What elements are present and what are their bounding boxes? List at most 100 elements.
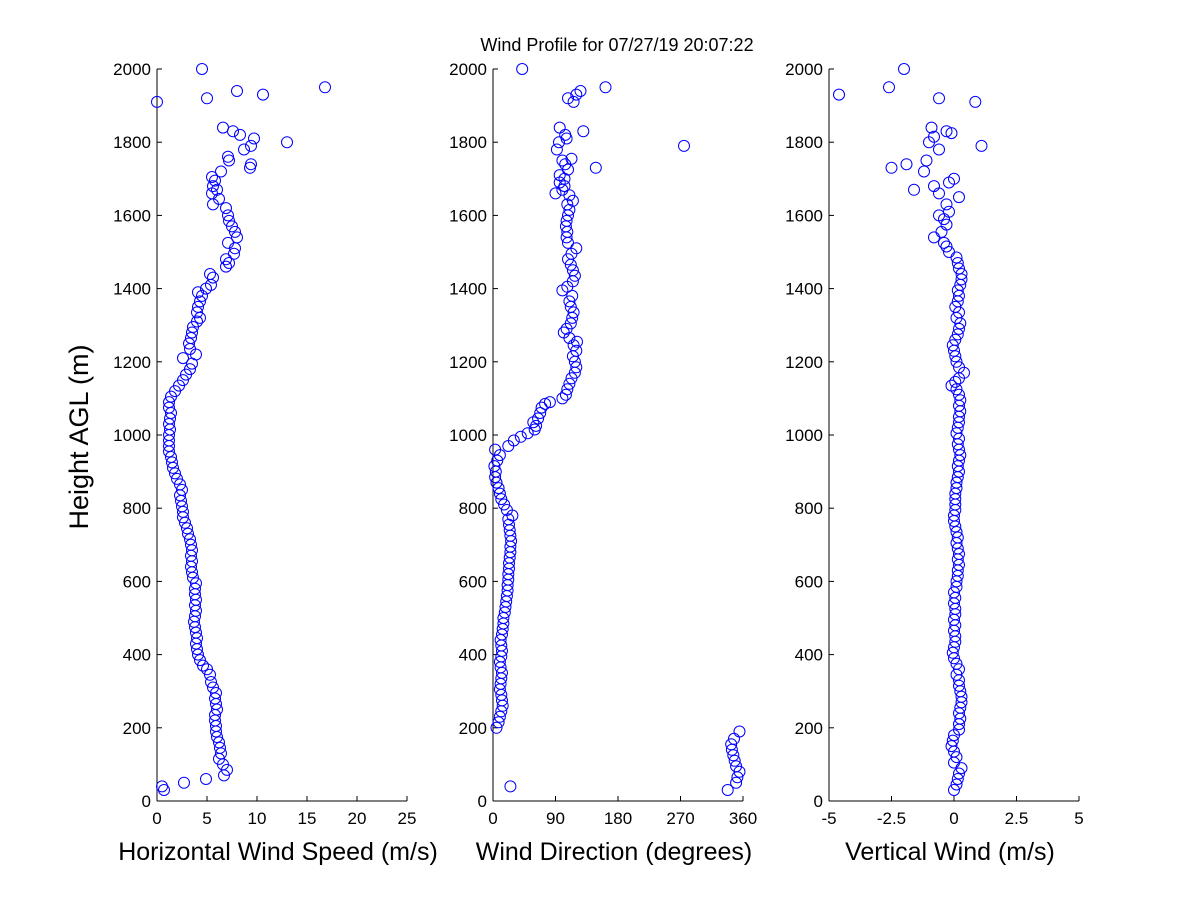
data-point <box>678 139 690 152</box>
data-point <box>950 751 963 764</box>
x-tick-label: 180 <box>604 809 632 828</box>
data-point <box>945 740 958 753</box>
data-point <box>183 337 195 350</box>
data-point <box>946 339 959 352</box>
x-tick-label: 5 <box>1074 809 1083 828</box>
data-point <box>953 663 965 676</box>
data-point <box>222 236 234 249</box>
data-point <box>245 139 257 152</box>
data-point <box>502 513 515 526</box>
data-point <box>220 202 232 215</box>
data-point <box>562 92 574 105</box>
data-point <box>490 721 503 734</box>
data-point <box>215 165 227 178</box>
data-point <box>589 161 602 174</box>
x-tick-label: 0 <box>949 809 958 828</box>
data-point <box>570 361 583 374</box>
y-tick-label: 1200 <box>113 353 151 372</box>
y-tick-label: 2000 <box>113 60 151 79</box>
data-point <box>158 784 170 796</box>
y-tick-label: 800 <box>123 499 151 518</box>
data-point <box>534 407 547 419</box>
data-point <box>953 262 965 275</box>
data-point <box>220 253 232 266</box>
data-point <box>231 85 243 97</box>
data-point <box>178 776 190 789</box>
data-point <box>504 780 517 793</box>
data-point <box>539 397 552 410</box>
y-tick-label: 1800 <box>113 133 151 152</box>
data-point <box>190 577 202 590</box>
data-point <box>950 778 963 791</box>
data-point <box>556 154 569 167</box>
data-point <box>200 773 212 785</box>
data-point <box>975 139 988 152</box>
data-point <box>945 379 958 392</box>
data-point <box>951 257 964 269</box>
y-tick-label: 1000 <box>785 426 823 445</box>
data-point <box>969 95 982 108</box>
data-point <box>201 663 213 676</box>
data-point <box>949 333 962 346</box>
y-tick-label: 2000 <box>449 60 487 79</box>
data-point <box>567 339 580 352</box>
data-point <box>319 81 331 94</box>
data-point <box>567 306 580 319</box>
data-point <box>201 92 213 105</box>
data-point <box>228 247 240 260</box>
data-point <box>940 240 953 253</box>
y-tick-label: 400 <box>795 646 823 665</box>
y-tick-label: 1600 <box>113 206 151 225</box>
data-point <box>908 183 920 196</box>
data-point <box>556 284 569 297</box>
data-point <box>181 522 193 535</box>
data-point <box>556 392 569 405</box>
data-point <box>599 81 612 94</box>
data-point <box>566 264 579 277</box>
data-point <box>206 171 218 183</box>
x-tick-label: 0 <box>488 809 497 828</box>
x-tick-label: 5 <box>202 809 211 828</box>
data-point <box>953 679 965 692</box>
x-tick-label: 25 <box>398 809 417 828</box>
data-point <box>553 121 566 134</box>
data-point <box>204 668 216 681</box>
data-point <box>948 784 960 796</box>
data-point <box>176 483 188 496</box>
data-point <box>733 725 746 738</box>
y-tick-label: 1400 <box>449 280 487 299</box>
data-point <box>949 375 962 388</box>
y-tick-label: 0 <box>814 792 823 811</box>
data-point <box>207 180 219 193</box>
data-point <box>223 257 235 269</box>
data-point <box>220 260 232 273</box>
data-point <box>281 136 293 149</box>
x-tick-label: -5 <box>821 809 836 828</box>
x-tick-label: 15 <box>298 809 317 828</box>
data-point <box>500 504 513 516</box>
y-tick-label: 600 <box>459 572 487 591</box>
data-point <box>488 460 501 473</box>
y-tick-label: 1400 <box>785 280 823 299</box>
data-point <box>928 180 940 193</box>
data-point <box>530 419 543 432</box>
y-tick-label: 0 <box>142 792 151 811</box>
data-point <box>918 165 930 178</box>
y-tick-label: 200 <box>123 719 151 738</box>
data-point <box>553 169 566 182</box>
data-point <box>192 300 204 313</box>
y-tick-label: 1600 <box>785 206 823 225</box>
data-point <box>938 236 950 249</box>
data-point <box>196 63 208 75</box>
panel-2: 0 90 180 270 360 0 200 400 600 800 1000 1200 1400 160… <box>449 60 757 866</box>
data-point <box>568 269 581 282</box>
data-point <box>222 209 234 222</box>
y-axis-label: Height AGL (m) <box>64 344 94 529</box>
data-point <box>207 681 219 694</box>
data-point <box>953 361 965 374</box>
data-point <box>244 161 256 174</box>
data-point <box>950 476 963 489</box>
data-point <box>933 187 945 200</box>
x-tick-label: -2.5 <box>877 809 906 828</box>
y-tick-label: 400 <box>459 646 487 665</box>
